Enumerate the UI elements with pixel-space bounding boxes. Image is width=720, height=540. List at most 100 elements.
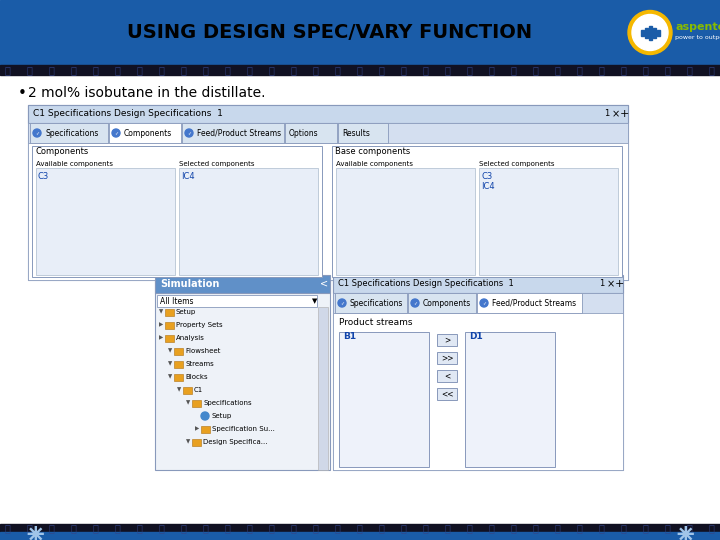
Text: B1: B1 [343,332,356,341]
Text: ▼: ▼ [186,440,190,444]
Text: Setup: Setup [212,413,233,419]
Bar [335,293,407,313]
Bar [30,123,108,143]
Bar [0,65,720,75]
Text: 2 mol% isobutane in the distillate.: 2 mol% isobutane in the distillate. [28,86,266,100]
Text: Blocks: Blocks [185,374,207,380]
Text: aspentech: aspentech [675,23,720,32]
Text: 𝄞: 𝄞 [225,523,231,533]
Text: 𝄞: 𝄞 [533,523,539,533]
Text: 𝄞: 𝄞 [357,523,363,533]
Bar [437,370,457,382]
Text: +: + [620,109,629,119]
Circle shape [33,129,41,137]
Text: ×: × [607,279,615,289]
Text: <<: << [441,389,454,399]
Bar [201,426,210,433]
Text: Specifications: Specifications [203,400,251,406]
Text: Product streams: Product streams [339,318,413,327]
Text: 𝄞: 𝄞 [533,65,539,75]
Bar [165,308,174,315]
Text: 𝄞: 𝄞 [555,523,561,533]
Bar [32,146,322,277]
Text: <: < [444,372,450,381]
Text: 𝄞: 𝄞 [643,65,649,75]
Text: 𝄞: 𝄞 [291,523,297,533]
Text: Flowsheet: Flowsheet [185,348,220,354]
Text: ⁕: ⁕ [22,522,48,540]
Text: Components: Components [35,147,89,156]
Text: 𝄞: 𝄞 [71,65,77,75]
Text: 𝄞: 𝄞 [313,65,319,75]
Circle shape [185,129,193,137]
Text: 𝄞: 𝄞 [687,65,693,75]
Text: 𝄞: 𝄞 [5,523,11,533]
Text: C3: C3 [481,172,492,181]
Text: 𝄞: 𝄞 [115,65,121,75]
Bar [437,334,457,346]
Text: ×: × [612,109,620,119]
Text: 𝄞: 𝄞 [159,523,165,533]
Bar [28,123,628,143]
Text: IC4: IC4 [481,182,495,191]
Text: Setup: Setup [176,309,197,315]
Text: 𝄞: 𝄞 [709,65,715,75]
Text: 𝄞: 𝄞 [247,523,253,533]
Text: 𝄞: 𝄞 [5,65,11,75]
Text: 𝄞: 𝄞 [511,523,517,533]
Text: Feed/Product Streams: Feed/Product Streams [197,129,281,138]
Bar [338,123,388,143]
Bar [318,307,328,470]
Text: Results: Results [342,129,370,138]
Text: power to outperform: power to outperform [675,35,720,40]
Text: ✓: ✓ [340,300,344,306]
Bar [183,387,192,394]
Bar [182,123,284,143]
Text: 1: 1 [599,280,604,288]
Text: 𝄞: 𝄞 [181,65,187,75]
Circle shape [112,129,120,137]
Text: 𝄞: 𝄞 [181,523,187,533]
Bar [179,168,318,275]
Text: ✓: ✓ [187,131,191,136]
Text: ✓: ✓ [35,131,39,136]
Text: Streams: Streams [185,361,214,367]
Bar [339,332,429,467]
Bar [174,348,183,354]
Text: 𝄞: 𝄞 [93,65,99,75]
Text: 𝄞: 𝄞 [93,523,99,533]
Text: ▶: ▶ [159,335,163,341]
Bar [437,352,457,364]
Bar [165,321,174,328]
Text: IC4: IC4 [181,172,194,181]
Bar [28,143,628,280]
Text: 𝄞: 𝄞 [379,523,385,533]
Text: ▶: ▶ [159,322,163,327]
Bar [0,0,720,65]
Bar [109,123,181,143]
Text: Selected components: Selected components [479,161,554,167]
Text: 𝄞: 𝄞 [445,65,451,75]
Text: 𝄞: 𝄞 [137,523,143,533]
Bar [332,146,622,277]
Text: 𝄞: 𝄞 [49,523,55,533]
Text: 𝄞: 𝄞 [159,65,165,75]
Text: 𝄞: 𝄞 [269,523,275,533]
Text: Simulation: Simulation [160,279,220,289]
Text: ▼: ▼ [312,298,318,304]
Text: Selected components: Selected components [179,161,254,167]
Text: •: • [18,85,27,100]
Text: 𝄞: 𝄞 [467,65,473,75]
Bar [333,313,623,470]
Text: 𝄞: 𝄞 [71,523,77,533]
Bar [165,334,174,341]
Circle shape [480,299,488,307]
Bar [408,293,476,313]
Text: 𝄞: 𝄞 [665,65,671,75]
Bar [649,25,652,39]
Text: 𝄞: 𝄞 [577,65,583,75]
Bar [157,295,317,307]
Text: 𝄞: 𝄞 [225,65,231,75]
Text: 𝄞: 𝄞 [423,65,429,75]
Bar [477,293,582,313]
